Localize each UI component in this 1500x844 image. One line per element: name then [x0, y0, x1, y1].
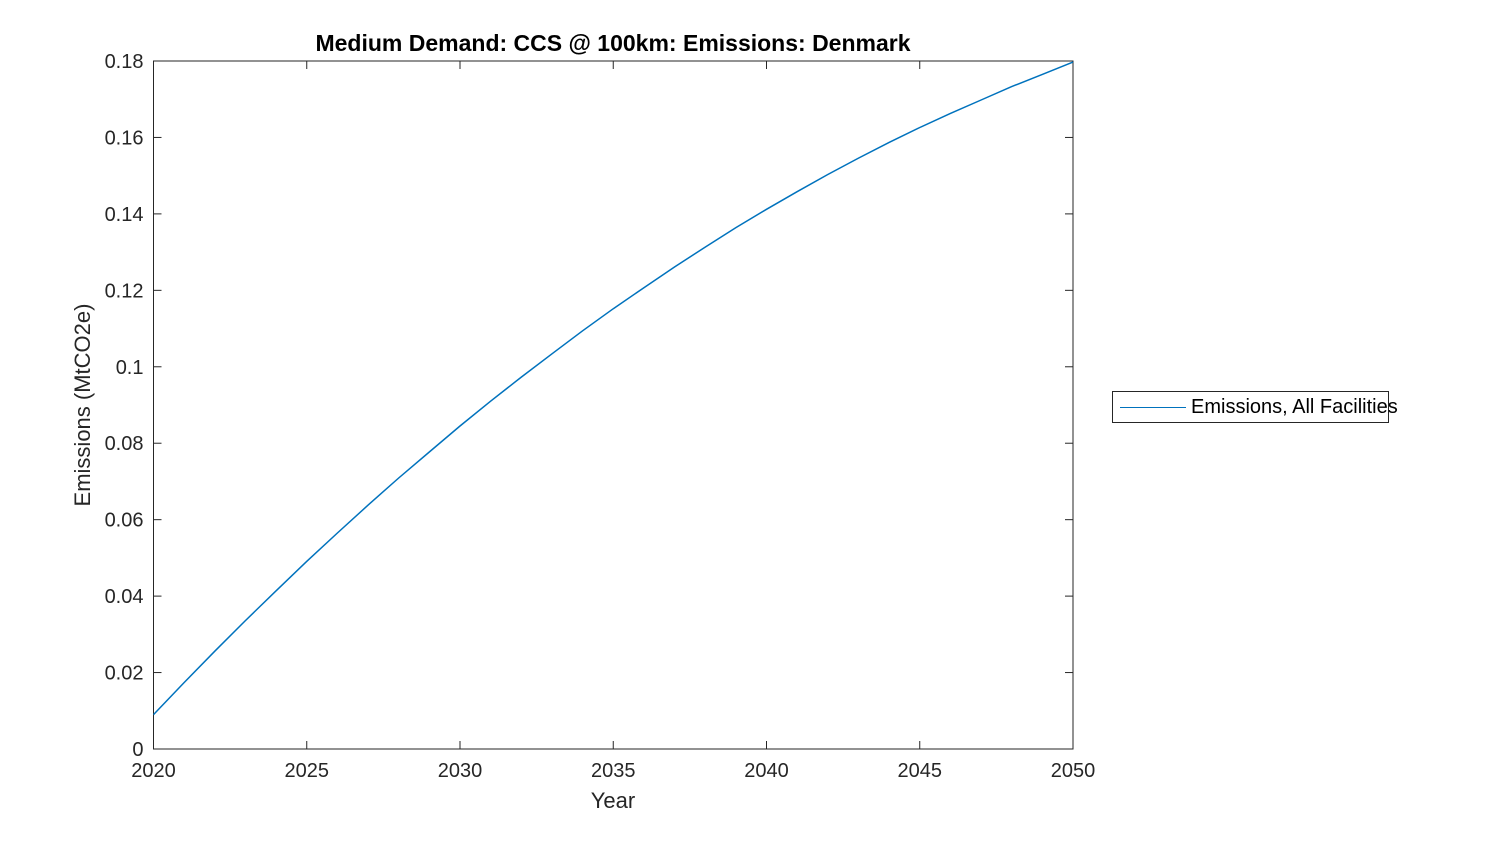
y-tick-label: 0.04: [105, 586, 144, 608]
y-tick-label: 0: [132, 739, 143, 761]
legend-box: Emissions, All Facilities: [1112, 391, 1398, 423]
y-tick-label: 0.02: [105, 663, 144, 685]
x-tick-label: 2050: [1051, 760, 1096, 782]
x-tick-label: 2040: [744, 760, 789, 782]
x-tick-label: 2025: [285, 760, 330, 782]
plot-border: [153, 60, 1074, 750]
x-tick-label: 2030: [438, 760, 483, 782]
emissions-line: [152, 61, 1074, 716]
y-tick-label: 0.12: [105, 280, 144, 302]
y-tick-label: 0.16: [105, 127, 144, 149]
y-tick-label: 0.06: [105, 510, 144, 532]
y-tick-label: 0.18: [105, 51, 144, 73]
y-axis-label: Emissions (MtCO2e): [70, 303, 95, 507]
x-tick-labels: 2020 2025 2030 2035 2040 2045 2050: [131, 760, 1095, 782]
x-tick-label: 2045: [898, 760, 943, 782]
legend-entry-label: Emissions, All Facilities: [1191, 395, 1398, 418]
y-tick-label: 0.1: [116, 357, 144, 379]
y-tick-labels: 0 0.02 0.04 0.06 0.08 0.1 0.12 0.14 0.16 0.18: [105, 51, 144, 761]
y-tick-label: 0.14: [105, 204, 144, 226]
x-tick-label: 2035: [591, 760, 636, 782]
y-tick-label: 0.08: [105, 433, 144, 455]
x-tick-label: 2020: [131, 760, 176, 782]
legend-line-sample: [1120, 406, 1186, 408]
x-axis-label: Year: [590, 788, 636, 813]
chart-title: Medium Demand: CCS @ 100km: Emissions: D…: [315, 30, 911, 56]
